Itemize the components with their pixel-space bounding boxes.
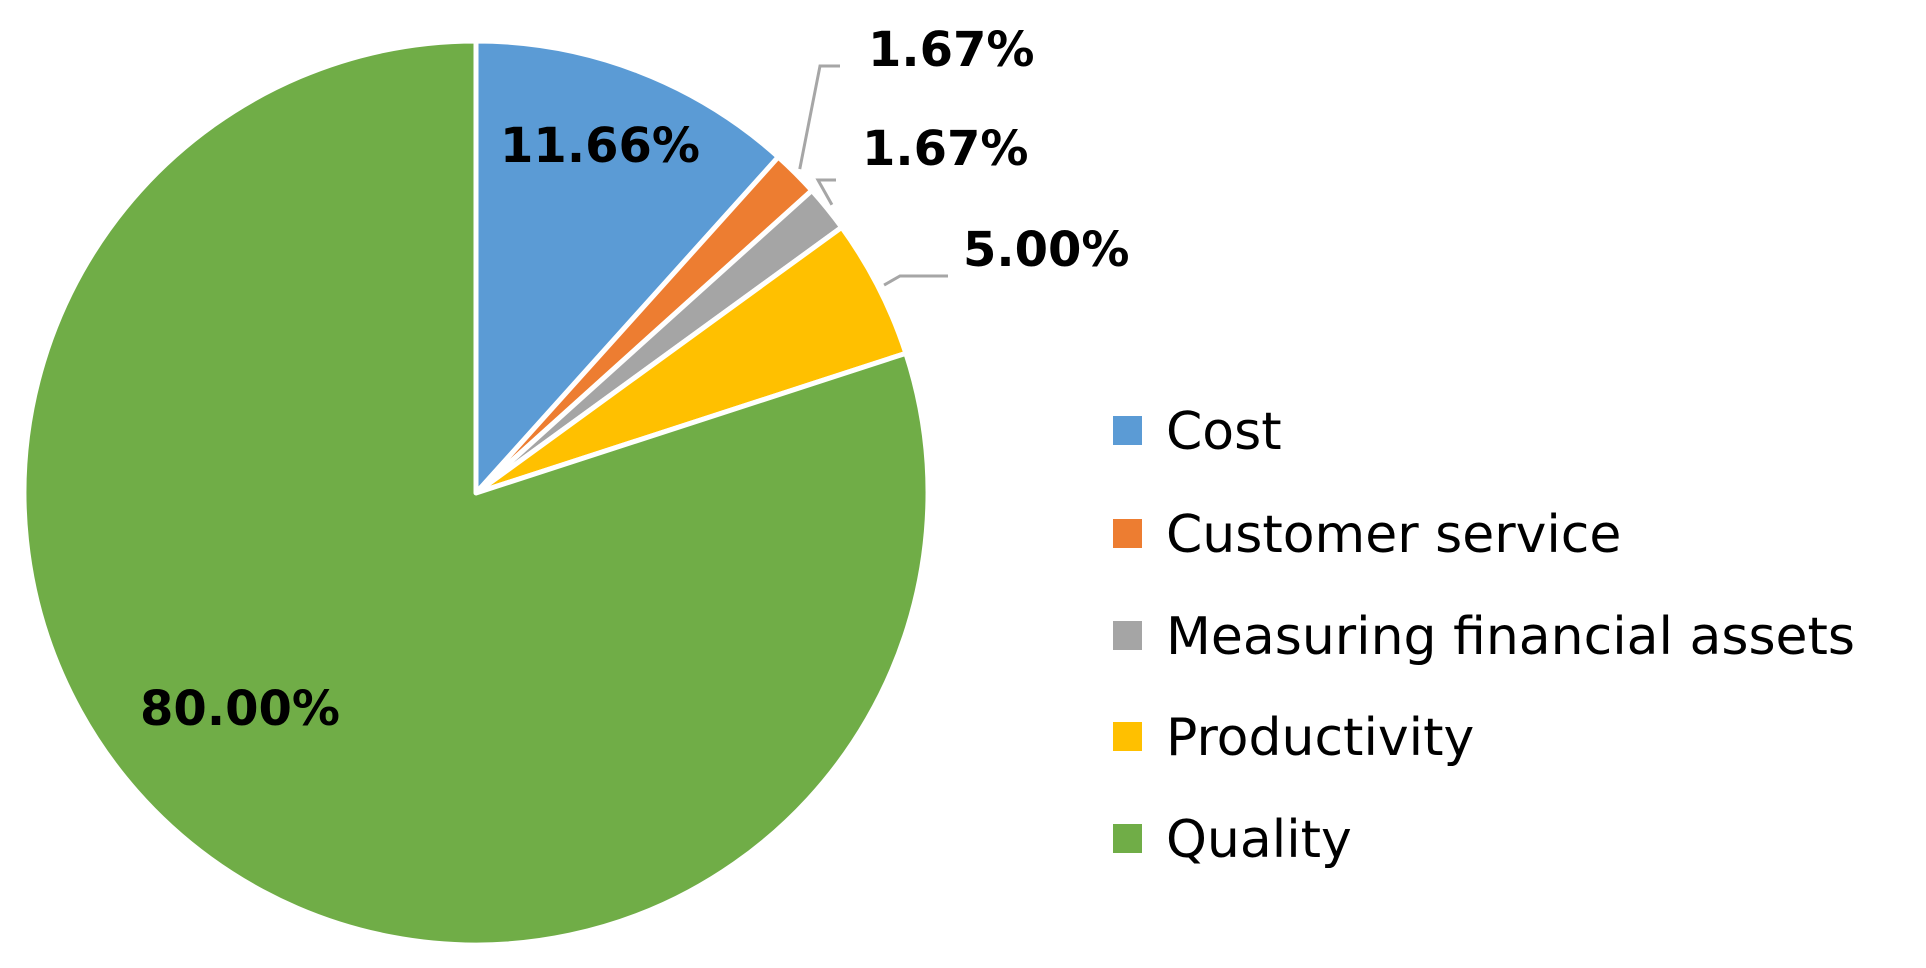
legend-label-productivity: Productivity (1166, 708, 1474, 768)
legend-item-customer-service: Customer service (1113, 505, 1621, 565)
legend-swatch-measuring-financial-assets (1113, 621, 1142, 650)
data-label-productivity: 5.00% (963, 222, 1130, 278)
data-label-measuring-financial-assets: 1.67% (862, 121, 1029, 177)
data-labels: 11.66% 1.67% 1.67% 5.00% 80.00% (140, 22, 1129, 737)
legend-label-cost: Cost (1166, 402, 1282, 462)
data-label-customer-service: 1.67% (868, 22, 1035, 78)
legend-label-quality: Quality (1166, 810, 1352, 870)
pie-slice-cost (473, 38, 781, 496)
legend-item-productivity: Productivity (1113, 708, 1474, 768)
legend-label-customer-service: Customer service (1166, 505, 1621, 565)
legend: Cost Customer service Measuring financia… (1113, 402, 1855, 870)
pie-slices (21, 38, 931, 948)
data-label-quality: 80.00% (140, 681, 340, 737)
data-label-cost: 11.66% (500, 118, 700, 174)
legend-swatch-quality (1113, 824, 1142, 853)
leader-line-measuring-financial-assets (815, 178, 836, 206)
leader-line-productivity (883, 274, 948, 287)
legend-item-measuring-financial-assets: Measuring financial assets (1113, 607, 1855, 667)
legend-label-measuring-financial-assets: Measuring financial assets (1166, 607, 1855, 667)
legend-item-cost: Cost (1113, 402, 1282, 462)
pie-slice-quality (21, 38, 931, 948)
leader-lines (798, 64, 948, 287)
legend-swatch-customer-service (1113, 519, 1142, 548)
pie-slice-productivity (473, 224, 909, 496)
legend-item-quality: Quality (1113, 810, 1352, 870)
leader-line-customer-service (798, 64, 840, 170)
legend-swatch-productivity (1113, 722, 1142, 751)
legend-swatch-cost (1113, 416, 1142, 445)
